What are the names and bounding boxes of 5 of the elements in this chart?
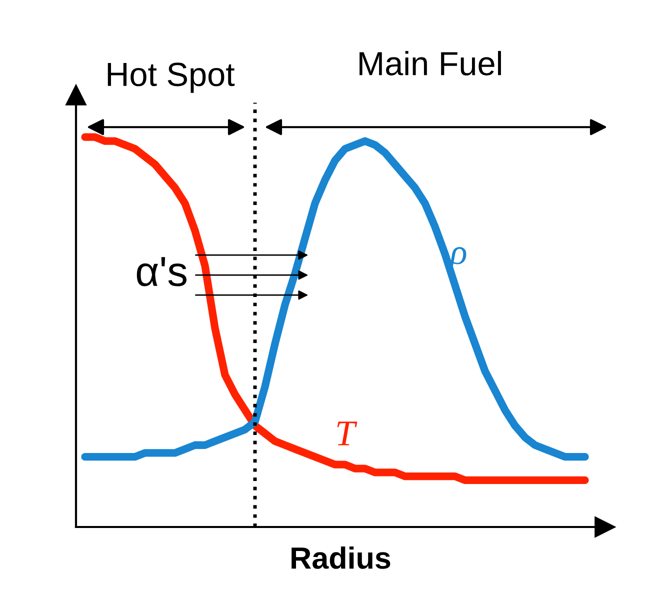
- text: Hot Spot: [108, 62, 235, 93]
- text: Main Fuel: [360, 50, 501, 76]
- annotation: α's: [136, 257, 186, 286]
- x-axis-title: Radius: [292, 546, 390, 569]
- series-label: T: [337, 422, 358, 446]
